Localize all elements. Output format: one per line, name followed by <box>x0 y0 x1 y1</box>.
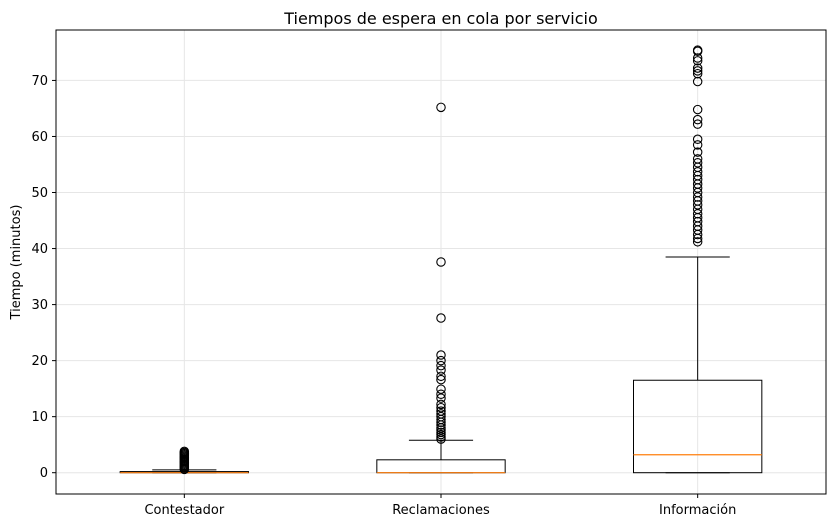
outlier-point <box>436 371 446 382</box>
outlier-point <box>436 393 446 403</box>
grid-layer <box>56 30 826 494</box>
y-tick-label: 50 <box>31 186 48 201</box>
outlier-point <box>436 389 446 400</box>
outlier-point <box>436 384 446 394</box>
y-tick-label: 0 <box>40 466 48 481</box>
outlier-point <box>436 432 446 442</box>
outlier-point <box>692 114 703 125</box>
outlier-point <box>436 402 446 413</box>
outlier-point <box>436 313 446 323</box>
outlier-point <box>436 434 446 444</box>
outlier-point <box>692 68 703 79</box>
outlier-point <box>436 102 446 113</box>
outlier-point <box>436 365 446 375</box>
x-tick-label: Información <box>659 503 736 518</box>
y-tick-label: 40 <box>31 242 48 257</box>
outlier-point <box>436 411 446 422</box>
outlier-point <box>692 237 703 247</box>
outlier-point <box>692 53 703 63</box>
outlier-point <box>692 134 703 145</box>
outlier-point <box>436 399 446 410</box>
axis-layer: 0 10 20 30 40 50 60 70 Contestador Reclamaciones I… <box>31 74 736 518</box>
y-tick-label: 70 <box>31 74 48 89</box>
outlier-point <box>436 374 446 385</box>
outlier-point <box>692 140 703 150</box>
outlier-point <box>436 350 446 360</box>
outlier-point <box>692 147 703 157</box>
y-tick-label: 60 <box>31 130 48 145</box>
outlier-point <box>692 209 703 219</box>
outlier-point <box>436 425 446 435</box>
box-2 <box>633 45 763 474</box>
outlier-point <box>692 66 703 76</box>
outlier-point <box>436 257 446 267</box>
outlier-point <box>436 429 446 440</box>
outlier-point <box>692 216 703 227</box>
chart-title: Tiempos de espera en cola por servicio <box>283 9 598 28</box>
y-tick-label: 10 <box>31 410 48 425</box>
outlier-point <box>436 406 446 416</box>
outlier-point <box>692 154 703 164</box>
box-1 <box>376 102 506 474</box>
outlier-point <box>436 427 446 438</box>
outlier-point <box>692 63 703 73</box>
outlier-point <box>179 446 190 457</box>
outlier-point <box>692 200 703 210</box>
outlier-point <box>692 76 703 87</box>
outlier-point <box>692 167 703 177</box>
box-iqr <box>633 379 763 474</box>
outlier-point <box>436 355 446 366</box>
y-tick-label: 30 <box>31 298 48 313</box>
outlier-point <box>692 104 703 115</box>
outlier-point <box>692 119 703 129</box>
outlier-point <box>692 56 703 66</box>
outlier-point <box>692 174 703 185</box>
outlier-point <box>692 158 703 168</box>
box-0 <box>119 446 249 475</box>
x-tick-label: Contestador <box>144 503 224 518</box>
outlier-point <box>692 192 703 202</box>
outlier-point <box>436 360 446 371</box>
y-tick-label: 20 <box>31 354 48 369</box>
outlier-point <box>436 409 446 419</box>
x-tick-label: Reclamaciones <box>392 503 490 518</box>
outlier-point <box>692 45 703 55</box>
box-layer <box>119 45 763 475</box>
y-axis-label: Tiempo (minutos) <box>9 205 24 321</box>
